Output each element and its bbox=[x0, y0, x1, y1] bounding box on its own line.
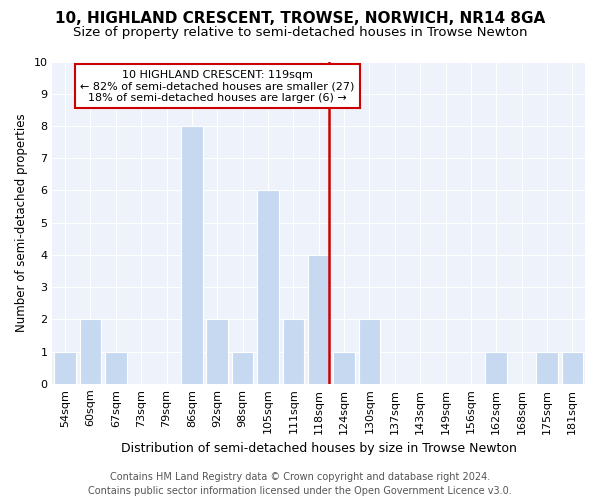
Text: 10 HIGHLAND CRESCENT: 119sqm
← 82% of semi-detached houses are smaller (27)
18% : 10 HIGHLAND CRESCENT: 119sqm ← 82% of se… bbox=[80, 70, 355, 103]
Bar bbox=[562, 352, 583, 384]
X-axis label: Distribution of semi-detached houses by size in Trowse Newton: Distribution of semi-detached houses by … bbox=[121, 442, 517, 455]
Text: 10, HIGHLAND CRESCENT, TROWSE, NORWICH, NR14 8GA: 10, HIGHLAND CRESCENT, TROWSE, NORWICH, … bbox=[55, 11, 545, 26]
Bar bbox=[55, 352, 76, 384]
Bar bbox=[181, 126, 203, 384]
Bar bbox=[257, 190, 279, 384]
Bar bbox=[333, 352, 355, 384]
Bar bbox=[105, 352, 127, 384]
Text: Contains HM Land Registry data © Crown copyright and database right 2024.
Contai: Contains HM Land Registry data © Crown c… bbox=[88, 472, 512, 496]
Bar bbox=[359, 320, 380, 384]
Bar bbox=[485, 352, 507, 384]
Bar bbox=[232, 352, 253, 384]
Bar bbox=[308, 255, 329, 384]
Text: Size of property relative to semi-detached houses in Trowse Newton: Size of property relative to semi-detach… bbox=[73, 26, 527, 39]
Bar bbox=[283, 320, 304, 384]
Bar bbox=[206, 320, 228, 384]
Bar bbox=[80, 320, 101, 384]
Y-axis label: Number of semi-detached properties: Number of semi-detached properties bbox=[15, 114, 28, 332]
Bar bbox=[536, 352, 558, 384]
